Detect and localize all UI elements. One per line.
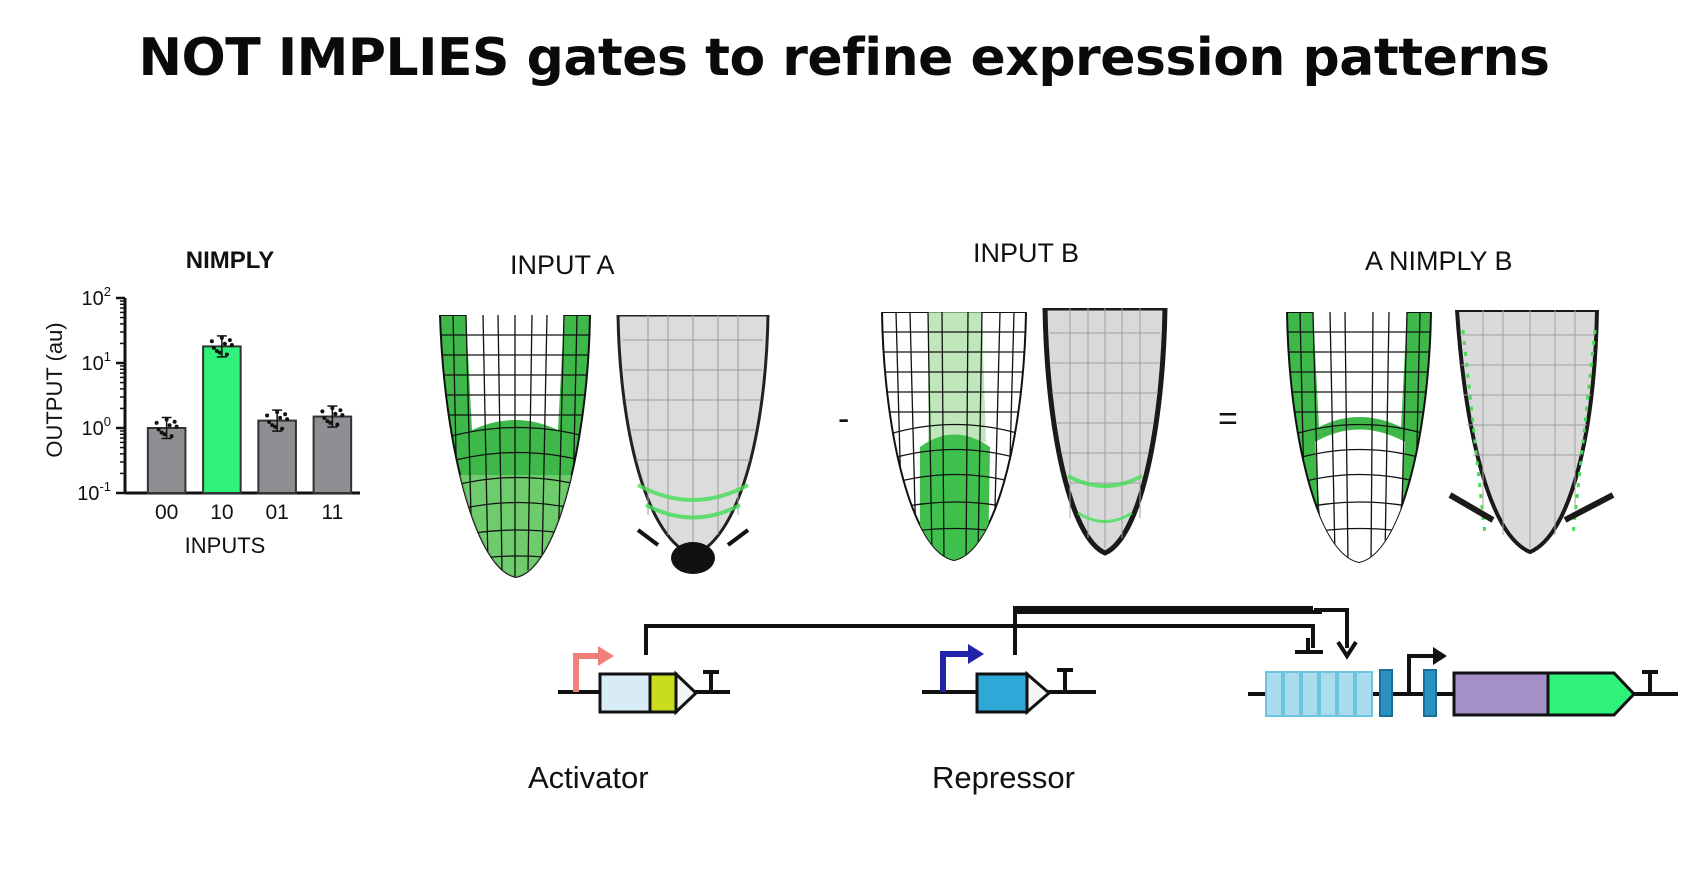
- replicate-point: [330, 406, 335, 411]
- replicate-point: [278, 415, 283, 420]
- root-diagram-input-a: [438, 315, 592, 579]
- chart-bars: [146, 335, 353, 495]
- nimply-bar-chart: NIMPLY OUTPUT (au) INPUTS 10-1100101102 …: [42, 247, 360, 558]
- genetic-circuit-schematic: [558, 606, 1678, 717]
- replicate-point: [265, 413, 270, 418]
- replicate-point: [222, 341, 227, 346]
- replicate-point: [154, 420, 159, 425]
- slide-title: NOT IMPLIES gates to refine expression p…: [138, 28, 1550, 88]
- replicate-point: [285, 417, 290, 422]
- root-micrograph-result: [1448, 310, 1615, 555]
- y-tick-label: 10-1: [77, 479, 111, 505]
- y-tick-label: 100: [82, 414, 111, 440]
- replicate-point: [156, 427, 161, 432]
- x-tick-label: 10: [210, 501, 233, 524]
- minus-operator: -: [838, 400, 850, 438]
- bar-10: [202, 345, 242, 494]
- input-a-label: INPUT A: [510, 250, 615, 280]
- result-label: A NIMPLY B: [1365, 246, 1513, 276]
- y-tick-exponent: 2: [104, 284, 111, 299]
- replicate-point: [322, 416, 327, 421]
- root-micrograph-input-a: [616, 315, 770, 574]
- repressor-promoter-icon: [940, 651, 970, 692]
- root-micrograph-input-b: [1042, 308, 1168, 556]
- replicate-point: [167, 423, 172, 428]
- equals-operator: =: [1218, 400, 1238, 438]
- chart-x-tick-labels: 00 10 01 11: [155, 501, 343, 524]
- replicate-point: [280, 426, 285, 431]
- repressor-label: Repressor: [932, 760, 1075, 795]
- y-axis-label: OUTPUT (au): [42, 322, 67, 457]
- replicate-point: [227, 338, 232, 343]
- repressor-terminator-icon: [1057, 668, 1073, 692]
- activator-terminator-icon: [703, 670, 719, 692]
- replicate-point: [172, 419, 177, 424]
- activator-promoter-icon: [573, 653, 600, 692]
- y-tick-exponent: -1: [99, 479, 111, 494]
- replicate-point: [325, 419, 330, 424]
- replicate-point: [335, 422, 340, 427]
- root-diagram-input-b: [880, 312, 1028, 562]
- input-b-label: INPUT B: [973, 238, 1080, 268]
- replicate-point: [273, 424, 278, 429]
- x-tick-label: 11: [321, 501, 343, 524]
- replicate-point: [162, 432, 167, 437]
- y-tick-label: 102: [82, 284, 111, 310]
- y-tick-exponent: 0: [104, 414, 111, 429]
- root-diagram-result: [1285, 312, 1433, 564]
- activator-construct: [558, 646, 730, 716]
- replicate-point: [174, 424, 179, 429]
- replicate-point: [320, 409, 325, 414]
- x-axis-label: INPUTS: [185, 533, 266, 558]
- replicate-point: [275, 410, 280, 415]
- bar-11: [312, 415, 353, 494]
- chart-title: NIMPLY: [186, 247, 274, 274]
- operator-array: [1265, 671, 1373, 717]
- replicate-point: [169, 434, 174, 439]
- replicate-point: [328, 420, 333, 425]
- replicate-point: [159, 430, 164, 435]
- regulatory-connections: [644, 606, 1349, 655]
- reporter-terminator-icon: [1642, 670, 1658, 694]
- replicate-point: [333, 411, 338, 416]
- activator-label: Activator: [528, 760, 649, 795]
- replicate-point: [338, 408, 343, 413]
- repressor-construct: [922, 644, 1096, 716]
- replicate-point: [340, 413, 345, 418]
- replicate-point: [217, 350, 222, 355]
- y-tick-label: 101: [82, 349, 111, 375]
- replicate-point: [229, 343, 234, 348]
- replicate-point: [214, 348, 219, 353]
- replicate-point: [219, 335, 224, 340]
- activation-arrowhead: [1336, 640, 1358, 660]
- x-tick-label: 00: [155, 501, 178, 524]
- bar-01: [257, 419, 297, 495]
- reporter-promoter-icon: [1407, 654, 1435, 694]
- replicate-point: [224, 352, 229, 357]
- replicate-point: [209, 339, 214, 344]
- y-tick-exponent: 1: [104, 349, 111, 364]
- replicate-point: [164, 417, 169, 422]
- replicate-point: [283, 412, 288, 417]
- replicate-point: [211, 345, 216, 350]
- replicate-point: [267, 420, 272, 425]
- x-tick-label: 01: [265, 501, 288, 524]
- replicate-point: [270, 423, 275, 428]
- reporter-construct: [1248, 647, 1678, 717]
